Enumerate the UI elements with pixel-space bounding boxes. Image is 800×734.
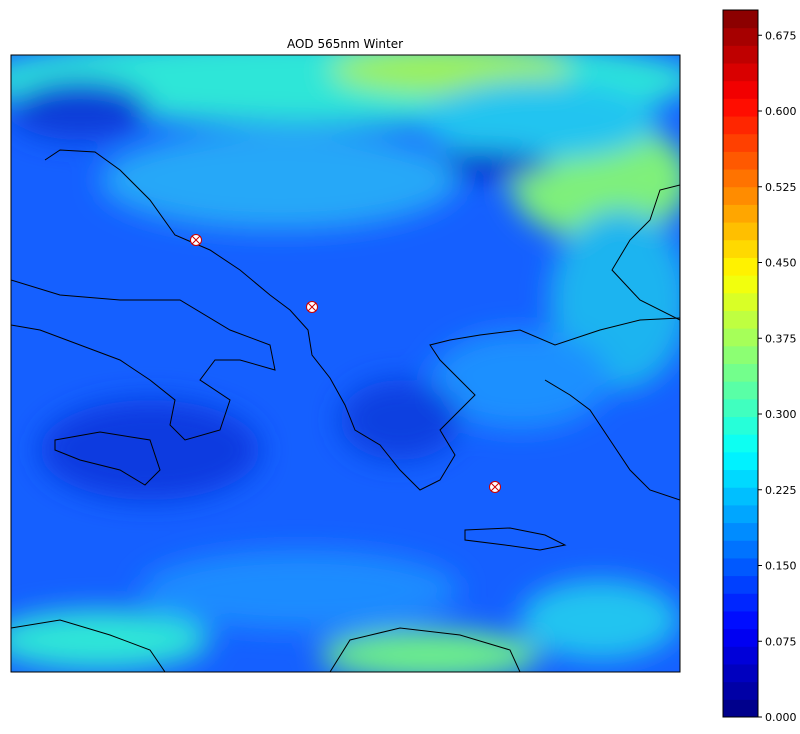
map-title: AOD 565nm Winter	[287, 37, 403, 51]
colorbar-band	[723, 80, 758, 99]
colorbar-band	[723, 699, 758, 718]
colorbar-band	[723, 575, 758, 594]
colorbar-band	[723, 381, 758, 400]
colorbar-tick-label: 0.150	[765, 560, 797, 573]
colorbar-band	[723, 628, 758, 647]
colorbar-band	[723, 434, 758, 453]
colorbar-band	[723, 292, 758, 311]
colorbar-band	[723, 151, 758, 170]
colorbar-band	[723, 186, 758, 205]
colorbar-band	[723, 363, 758, 382]
colorbar-band	[723, 504, 758, 524]
colorbar-band	[723, 593, 758, 612]
colorbar-band	[723, 98, 758, 117]
colorbar-band	[723, 63, 758, 82]
colorbar-band	[723, 275, 758, 294]
map	[11, 55, 680, 672]
colorbar-band	[723, 398, 758, 418]
colorbar-band	[723, 451, 758, 471]
site-markers	[190, 234, 501, 493]
colorbar-band	[723, 610, 758, 630]
colorbar-tick-label: 0.525	[765, 181, 797, 194]
colorbar-tick-label: 0.675	[765, 29, 797, 42]
colorbar-band	[723, 45, 758, 64]
colorbar-band	[723, 557, 758, 577]
colorbar-band	[723, 310, 758, 329]
colorbar-tick-label: 0.450	[765, 257, 797, 270]
map-frame	[10, 54, 681, 673]
colorbar: 0.000 0.075 0.150 0.225 0.300 0.375 0.450 0.525…	[722, 9, 797, 724]
colorbar-tick-label: 0.000	[765, 711, 797, 724]
colorbar-band	[723, 239, 758, 258]
colorbar-band	[723, 416, 758, 435]
colorbar-band	[723, 522, 758, 541]
colorbar-band	[723, 540, 758, 559]
colorbar-band	[723, 681, 758, 700]
colorbar-tick-label: 0.300	[765, 408, 797, 421]
colorbar-band	[723, 257, 758, 276]
colorbar-band	[723, 133, 758, 152]
colorbar-frame	[722, 9, 759, 718]
colorbar-band	[723, 169, 758, 188]
colorbar-band	[723, 487, 758, 506]
colorbar-band	[723, 345, 758, 364]
colorbar-band	[723, 328, 758, 347]
colorbar-tick-label: 0.375	[765, 332, 797, 345]
colorbar-band	[723, 27, 758, 46]
colorbar-tick-label: 0.225	[765, 484, 797, 497]
colorbar-tick-label: 0.600	[765, 105, 797, 118]
colorbar-band	[723, 663, 758, 683]
colorbar-band	[723, 222, 758, 241]
colorbar-band	[723, 116, 758, 135]
colorbar-band	[723, 646, 758, 665]
colorbar-tick-label: 0.075	[765, 635, 797, 648]
colorbar-band	[723, 469, 758, 488]
colorbar-band	[723, 204, 758, 223]
colorbar-band	[723, 10, 758, 29]
